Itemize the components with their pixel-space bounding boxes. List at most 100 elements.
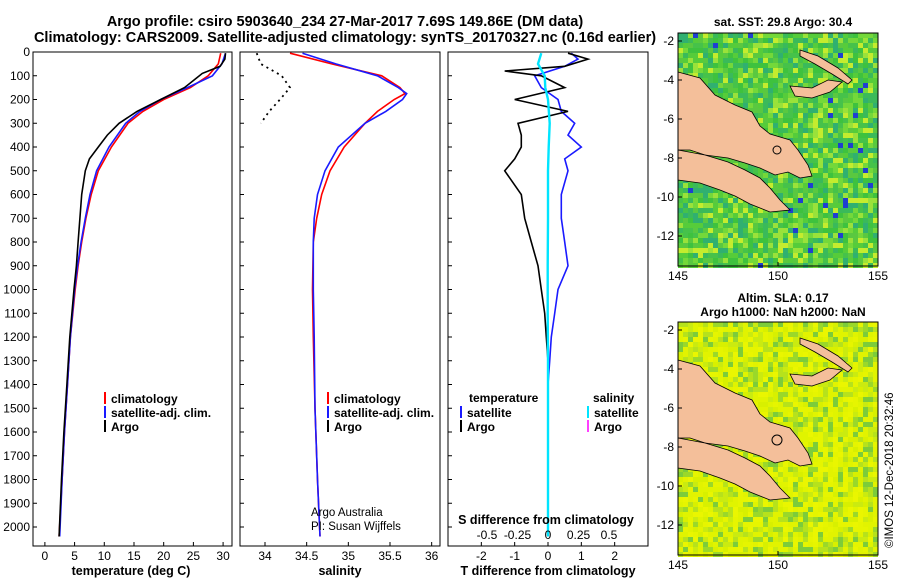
- map-cell: [843, 387, 848, 392]
- map-cell: [728, 223, 733, 228]
- map-cell: [783, 517, 788, 522]
- map-cell: [753, 337, 758, 342]
- map-cell: [853, 527, 858, 532]
- map-cell: [838, 248, 843, 253]
- map-cell: [808, 218, 813, 223]
- map-cell: [788, 228, 793, 233]
- map-cell: [783, 322, 788, 327]
- map-cell: [823, 462, 828, 467]
- map-y-tick-label: -8: [663, 151, 674, 165]
- map-cell: [728, 93, 733, 98]
- map-cell: [828, 462, 833, 467]
- map-cell: [693, 527, 698, 532]
- map-cell: [848, 547, 853, 552]
- map-cell: [703, 238, 708, 243]
- sla-land-png-south: [677, 437, 791, 501]
- map-cell: [828, 133, 833, 138]
- map-cell: [683, 68, 688, 73]
- map-cell: [698, 327, 703, 332]
- map-cell: [873, 118, 878, 123]
- map-cell: [868, 138, 873, 143]
- map-cell: [853, 422, 858, 427]
- series-temperature-satellite: [533, 52, 583, 537]
- map-cell: [768, 337, 773, 342]
- map-cell: [753, 342, 758, 347]
- s-tick-label: 0.25: [567, 528, 591, 542]
- map-cell: [808, 502, 813, 507]
- map-cell: [743, 492, 748, 497]
- map-cell: [848, 337, 853, 342]
- map-cell: [723, 48, 728, 53]
- map-cell: [733, 48, 738, 53]
- map-cell: [838, 492, 843, 497]
- map-cell: [828, 502, 833, 507]
- map-cell: [778, 108, 783, 113]
- map-y-tick-label: -12: [657, 518, 675, 532]
- map-cell: [838, 168, 843, 173]
- map-cell: [703, 332, 708, 337]
- map-cell: [718, 248, 723, 253]
- map-cell: [783, 218, 788, 223]
- map-cell: [743, 387, 748, 392]
- map-cell: [798, 253, 803, 258]
- map-cell: [693, 258, 698, 263]
- map-cell: [788, 322, 793, 327]
- map-cell: [818, 442, 823, 447]
- map-cell: [688, 183, 693, 188]
- map-cell: [778, 417, 783, 422]
- map-cell: [773, 238, 778, 243]
- map-cell: [868, 417, 873, 422]
- map-cell: [853, 362, 858, 367]
- map-cell: [708, 68, 713, 73]
- map-cell: [703, 218, 708, 223]
- map-cell: [728, 347, 733, 352]
- map-cell: [858, 342, 863, 347]
- map-cell: [753, 512, 758, 517]
- map-cell: [828, 407, 833, 412]
- map-cell: [763, 372, 768, 377]
- map-cell: [818, 532, 823, 537]
- map-cell: [793, 337, 798, 342]
- map-cell: [828, 98, 833, 103]
- map-cell: [728, 218, 733, 223]
- map-cell: [818, 168, 823, 173]
- map-cell: [793, 332, 798, 337]
- map-cell: [698, 213, 703, 218]
- map-cell: [848, 522, 853, 527]
- map-cell: [863, 522, 868, 527]
- map-cell: [843, 527, 848, 532]
- map-cell: [818, 467, 823, 472]
- map-cell: [708, 203, 713, 208]
- depth-tick-label: 1400: [3, 378, 30, 392]
- map-cell: [813, 233, 818, 238]
- map-cell: [858, 422, 863, 427]
- map-cell: [823, 512, 828, 517]
- map-cell: [678, 213, 683, 218]
- map-cell: [778, 53, 783, 58]
- map-cell: [828, 467, 833, 472]
- map-cell: [803, 542, 808, 547]
- map-cell: [868, 63, 873, 68]
- map-cell: [853, 382, 858, 387]
- map-cell: [858, 367, 863, 372]
- map-cell: [788, 203, 793, 208]
- map-cell: [738, 88, 743, 93]
- map-cell: [813, 482, 818, 487]
- map-cell: [793, 502, 798, 507]
- map-cell: [778, 382, 783, 387]
- map-cell: [748, 542, 753, 547]
- map-cell: [728, 517, 733, 522]
- argo-australia-note: Argo Australia: [311, 507, 383, 519]
- map-cell: [843, 322, 848, 327]
- map-cell: [718, 507, 723, 512]
- map-cell: [838, 547, 843, 552]
- map-cell: [758, 38, 763, 43]
- map-cell: [738, 223, 743, 228]
- map-cell: [813, 412, 818, 417]
- map-cell: [833, 437, 838, 442]
- map-cell: [758, 547, 763, 552]
- map-cell: [733, 342, 738, 347]
- map-cell: [838, 43, 843, 48]
- map-cell: [833, 58, 838, 63]
- map-cell: [728, 482, 733, 487]
